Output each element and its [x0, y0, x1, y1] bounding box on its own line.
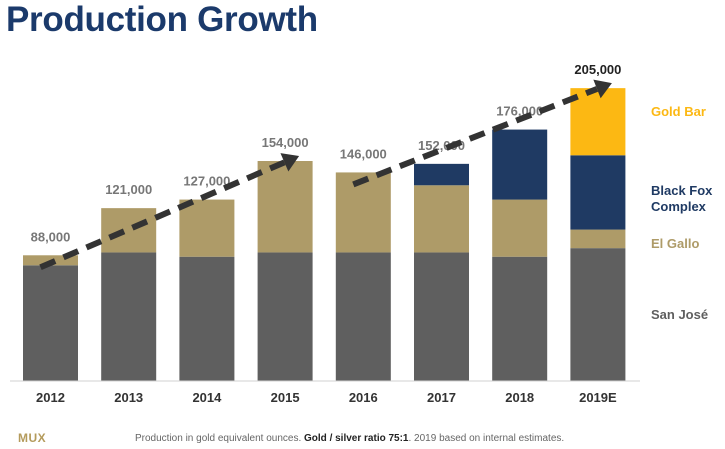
total-label-2014: 127,000 — [183, 174, 230, 189]
x-tick-2015: 2015 — [271, 390, 300, 405]
bar-el-gallo-2017 — [414, 185, 469, 253]
bar-san-jos-2015 — [257, 252, 313, 381]
bar-san-jos-2018 — [492, 256, 548, 381]
footnote-suffix: . 2019 based on internal estimates. — [408, 433, 565, 444]
bar-san-jos-2016 — [335, 252, 391, 381]
bar-black-fox-complex-2019e — [570, 155, 626, 230]
x-tick-2016: 2016 — [349, 390, 378, 405]
trend-arrow-line-1 — [39, 159, 286, 271]
bar-el-gallo-2018 — [492, 199, 548, 257]
trend-arrow-head-1 — [280, 153, 300, 172]
legend-gold-bar: Gold Bar — [651, 104, 706, 119]
company-logo: MUX — [18, 431, 47, 445]
x-tick-2019e: 2019E — [579, 390, 617, 405]
bar-gold-bar-2019e — [570, 88, 626, 156]
x-tick-2012: 2012 — [36, 390, 65, 405]
bar-black-fox-complex-2018 — [492, 129, 548, 200]
total-label-2016: 146,000 — [340, 146, 387, 161]
trend-arrow-line-2 — [352, 86, 599, 188]
bar-el-gallo-2016 — [335, 172, 391, 253]
bar-san-jos-2014 — [179, 256, 235, 381]
total-label-2017: 152,000 — [418, 138, 465, 153]
x-tick-2013: 2013 — [114, 390, 143, 405]
total-label-2018: 176,000 — [496, 104, 543, 119]
bar-san-jos-2013 — [101, 252, 157, 381]
bar-el-gallo-2015 — [257, 161, 313, 253]
x-tick-2018: 2018 — [505, 390, 534, 405]
trend-arrow-head-2 — [593, 79, 612, 99]
bar-san-jos-2019e — [570, 248, 626, 381]
bar-san-jos-2017 — [414, 252, 469, 381]
legend-el-gallo: El Gallo — [651, 236, 700, 251]
x-tick-layer: 2012 2013 2014 2015 2016 2017 2018 2019E — [36, 390, 617, 405]
totals-layer: 88,000 121,000 127,000 154,000 146,000 152,00… — [31, 62, 622, 244]
total-label-2013: 121,000 — [105, 182, 152, 197]
footnote: Production in gold equivalent ounces. Go… — [135, 433, 564, 444]
bars-layer — [23, 88, 626, 381]
legend-black-fox-complex: Black Fox Complex — [651, 183, 713, 214]
footnote-bold: Gold / silver ratio 75:1 — [304, 433, 409, 444]
trend-arrows — [39, 79, 612, 271]
page-title: Production Growth — [6, 0, 318, 39]
bar-san-jos-2012 — [23, 265, 78, 381]
total-label-2015: 154,000 — [262, 135, 309, 150]
total-label-2012: 88,000 — [31, 229, 71, 244]
footnote-prefix: Production in gold equivalent ounces. — [135, 433, 302, 444]
total-label-2019e: 205,000 — [574, 62, 621, 77]
x-tick-2017: 2017 — [427, 390, 456, 405]
legend-san-jose: San José — [651, 307, 709, 322]
bar-el-gallo-2014 — [179, 199, 235, 257]
bar-el-gallo-2013 — [101, 208, 157, 253]
bar-el-gallo-2019e — [570, 229, 626, 249]
x-tick-2014: 2014 — [192, 390, 222, 405]
bar-black-fox-complex-2017 — [414, 163, 469, 186]
